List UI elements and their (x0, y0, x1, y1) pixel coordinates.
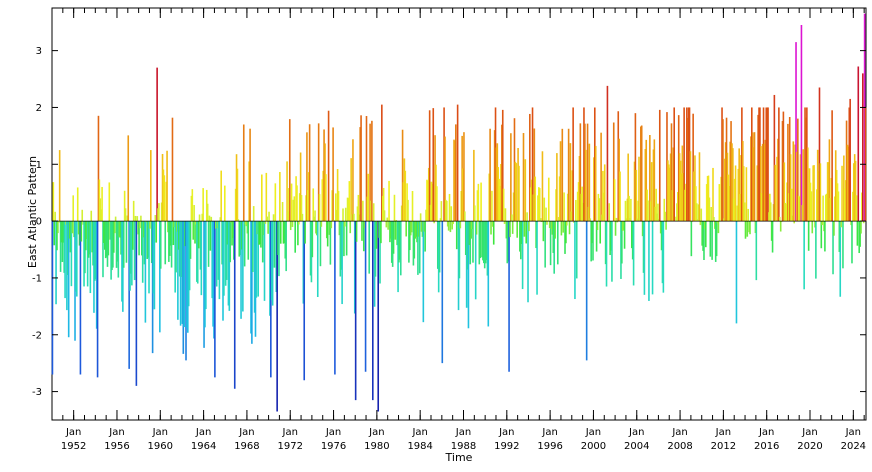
x-tick-month-label: Jan (65, 427, 81, 438)
y-tick-label: -3 (32, 387, 42, 398)
x-tick-year-label: 2024 (841, 441, 866, 452)
x-tick-year-label: 1980 (364, 441, 389, 452)
x-tick-year-label: 1956 (104, 441, 129, 452)
x-tick-month-label: Jan (411, 427, 427, 438)
x-tick-month-label: Jan (671, 427, 687, 438)
y-axis: -3 -2 -1 0 1 2 3 (32, 46, 866, 398)
x-tick-year-label: 1960 (148, 441, 173, 452)
x-tick-month-label: Jan (152, 427, 168, 438)
x-tick-month-label: Jan (541, 427, 557, 438)
x-tick-month-label: Jan (455, 427, 471, 438)
x-tick-year-label: 1972 (278, 441, 303, 452)
x-tick-month-label: Jan (282, 427, 298, 438)
bar-series (51, 13, 867, 412)
y-tick-label: 3 (36, 46, 42, 57)
x-tick-year-label: 1996 (537, 441, 562, 452)
x-tick-month-label: Jan (801, 427, 817, 438)
x-tick-year-label: 2004 (624, 441, 649, 452)
y-tick-label: 1 (36, 160, 42, 171)
x-tick-month-label: Jan (325, 427, 341, 438)
x-axis-title: Time (445, 451, 473, 464)
x-tick-year-label: 2020 (797, 441, 822, 452)
x-tick-year-label: 1964 (191, 441, 216, 452)
x-tick-month-label: Jan (628, 427, 644, 438)
x-tick-month-label: Jan (108, 427, 124, 438)
x-tick-month-label: Jan (715, 427, 731, 438)
x-tick-year-label: 2008 (667, 441, 692, 452)
x-tick-month-label: Jan (758, 427, 774, 438)
x-axis: Jan 1952 Jan 1956 Jan 1960 Jan 1964 Jan 1968 Jan 19… (61, 8, 866, 452)
x-tick-month-label: Jan (195, 427, 211, 438)
y-tick-label: -1 (32, 273, 42, 284)
x-tick-year-label: 2012 (711, 441, 736, 452)
x-tick-month-label: Jan (238, 427, 254, 438)
x-tick-year-label: 1952 (61, 441, 86, 452)
x-tick-year-label: 1976 (321, 441, 346, 452)
y-tick-label: -2 (32, 330, 42, 341)
x-tick-year-label: 1968 (234, 441, 259, 452)
x-tick-month-label: Jan (498, 427, 514, 438)
x-tick-month-label: Jan (368, 427, 384, 438)
y-axis-title: East Atlantic Pattern (26, 156, 39, 268)
x-tick-year-label: 2000 (581, 441, 606, 452)
y-tick-label: 2 (36, 103, 42, 114)
x-tick-year-label: 1992 (494, 441, 519, 452)
x-tick-year-label: 1984 (407, 441, 432, 452)
x-tick-month-label: Jan (845, 427, 861, 438)
x-tick-year-label: 2016 (754, 441, 779, 452)
x-tick-month-label: Jan (585, 427, 601, 438)
x-tick-year-label: 1988 (451, 441, 476, 452)
y-tick-label: 0 (36, 217, 42, 228)
